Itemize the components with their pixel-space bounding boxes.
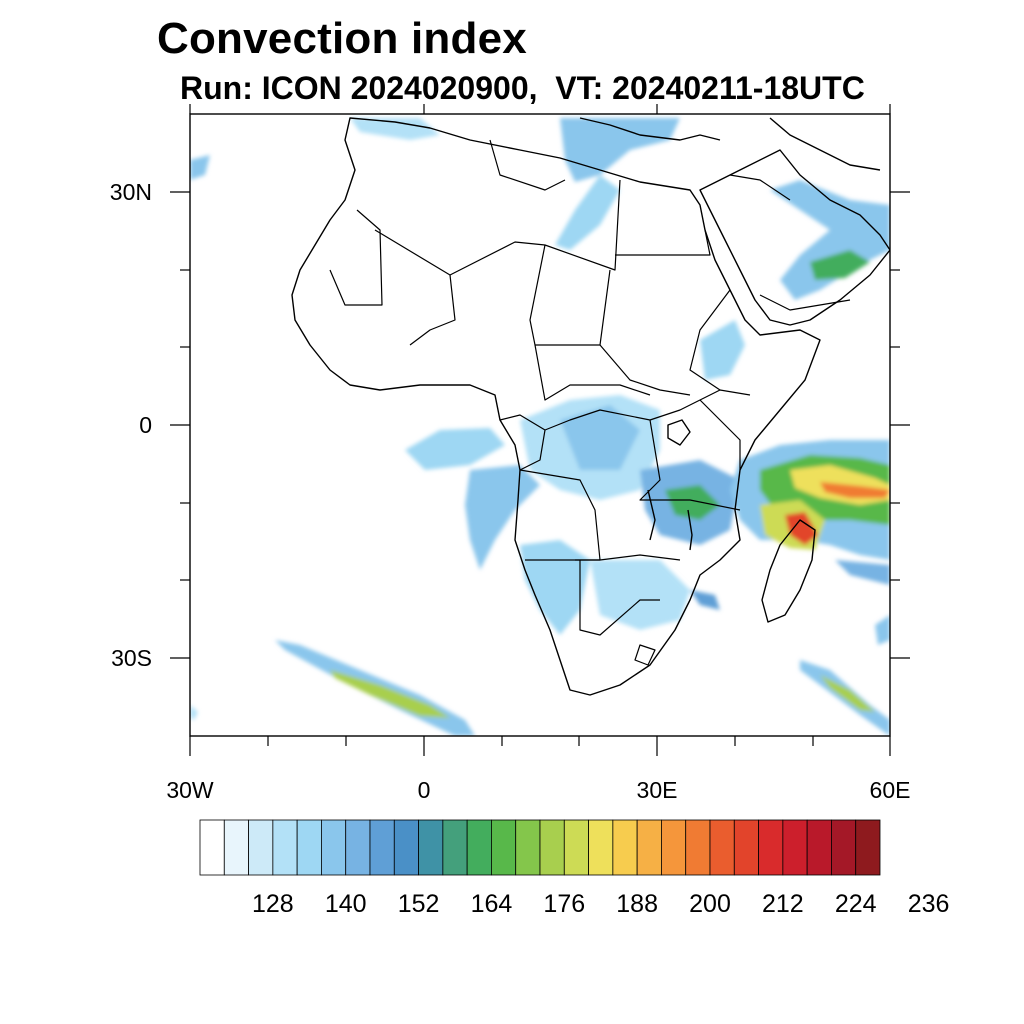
coastlines [291,117,890,696]
colorbar-swatch [539,819,565,876]
colorbar-swatch [855,819,881,876]
colorbar-swatch [321,819,347,876]
colorbar-swatch [393,819,419,876]
convection-area-indian-ocean-peak [820,482,890,498]
madagascar-coastline [761,519,816,623]
convection-area-med-west [350,118,440,140]
africa-coastline [291,117,821,696]
lake-malawi [687,509,693,551]
colorbar-swatch [296,819,322,876]
colorbar-swatch [345,819,371,876]
x-tick-label: 0 [418,777,431,803]
convection-area-atlantic-north [190,155,210,180]
colorbar-label: 224 [835,890,877,918]
convection-area-madagascar-peak [785,512,818,545]
colorbar-label: 140 [325,890,367,918]
colorbar-swatch [563,819,589,876]
convection-area-congo-core [560,405,640,470]
y-tick-label: 0 [139,412,152,438]
colorbar-swatch [831,819,857,876]
arabia-coastline [699,149,890,326]
axis-ticks [170,104,910,756]
colorbar-swatch [418,819,444,876]
colorbar-swatch [515,819,541,876]
x-tick-label: 30E [637,777,678,803]
convection-area-tanzania-core [665,485,720,520]
colorbar-swatch [466,819,492,876]
colorbar-swatch [661,819,687,876]
convection-area-arabia-core [810,250,870,280]
colorbar-swatch [758,819,784,876]
colorbar-swatch [733,819,759,876]
convection-area-gulf-guinea [405,428,505,470]
convection-area-indian-southeast [875,615,890,645]
colorbar-swatch [442,819,468,876]
convection-area-arabia [770,180,890,300]
colorbar-label: 128 [252,890,294,918]
convection-field [190,118,890,736]
colorbar-swatch [199,819,225,876]
asia-coastline [769,117,881,171]
europe-coastline [579,117,721,141]
y-tick-label: 30S [111,645,152,671]
convection-area-botswana [590,560,690,630]
colorbar-swatch [685,819,711,876]
colorbar-label: 176 [543,890,585,918]
colorbar-label: 188 [616,890,658,918]
colorbar-swatch [369,819,395,876]
colorbar-swatch [588,819,614,876]
convection-area-namibia [520,540,590,635]
convection-area-libya [555,175,620,250]
convection-area-mozambique-channel [690,590,720,610]
convection-area-atlantic-southwest [190,705,198,720]
convection-streak-southeast-core [820,675,875,712]
convection-area-indian-south [835,560,890,585]
colorbar-swatch [636,819,662,876]
x-tick-label: 30W [166,777,214,803]
convection-area-med-east [560,118,680,182]
colorbar-swatch [782,819,808,876]
colorbar-labels: 128 140 152 164 176 188 200 212 224 236 [252,890,949,918]
colorbar-swatch [248,819,274,876]
y-tick-label: 30N [110,179,152,205]
colorbar-label: 236 [908,890,950,918]
colorbar-swatch [612,819,638,876]
map-subtitle: Run: ICON 2024020900, VT: 20240211-18UTC [180,70,865,106]
colorbar-swatch [806,819,832,876]
colorbar-swatch [223,819,249,876]
convection-area-ethiopia [700,320,745,380]
x-tick-label: 60E [870,777,911,803]
colorbar-swatch [491,819,517,876]
convection-streak-southwest-core [330,670,450,718]
colorbar-label: 200 [689,890,731,918]
map-title: Convection index [157,14,527,63]
colorbar-label: 212 [762,890,804,918]
convection-area-atlantic-south [465,465,540,570]
colorbar [199,819,881,876]
lake-victoria [667,419,691,446]
colorbar-label: 152 [398,890,440,918]
colorbar-label: 164 [471,890,513,918]
colorbar-swatch [709,819,735,876]
country-borders [329,139,851,666]
colorbar-swatch [272,819,298,876]
